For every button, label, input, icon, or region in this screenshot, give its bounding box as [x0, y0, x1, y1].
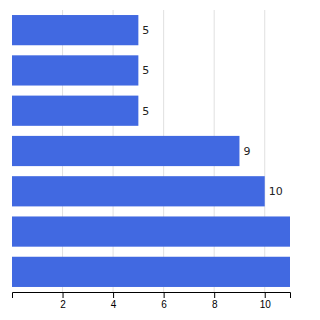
bar	[12, 55, 138, 85]
bar	[12, 136, 239, 166]
x-tick-label: 8	[212, 299, 218, 310]
data-label: 5	[142, 24, 149, 37]
x-tick-mark	[164, 292, 165, 298]
x-tick-label: 10	[260, 299, 272, 310]
x-tick: 10	[260, 292, 272, 310]
bar	[12, 96, 138, 126]
bar	[12, 15, 138, 45]
data-labels: 5 5 5 9 10	[142, 24, 282, 198]
data-label: 9	[243, 145, 250, 158]
bar	[12, 257, 290, 287]
bar	[12, 216, 290, 246]
grid-line	[264, 10, 265, 292]
chart-container: 2 4 6 8 10 5 5 5 9 10	[0, 0, 320, 320]
x-tick-mark	[63, 292, 64, 298]
x-tick-mark	[214, 292, 215, 298]
x-tick-label: 2	[60, 299, 66, 310]
data-label: 10	[269, 185, 283, 198]
data-label: 5	[142, 105, 149, 118]
x-axis-line	[13, 293, 291, 299]
x-tick-mark	[113, 292, 114, 298]
x-tick: 6	[161, 292, 167, 310]
x-tick-label: 4	[111, 299, 117, 310]
x-tick-mark	[265, 292, 266, 298]
x-axis: 2 4 6 8 10	[13, 292, 291, 310]
plot-area: 2 4 6 8 10 5 5 5 9 10	[12, 10, 291, 310]
bars	[12, 15, 290, 287]
x-tick: 2	[60, 292, 66, 310]
x-tick: 8	[212, 292, 218, 310]
chart-svg: 2 4 6 8 10 5 5 5 9 10	[0, 0, 320, 320]
data-label: 5	[142, 64, 149, 77]
bar	[12, 176, 265, 206]
x-tick: 4	[111, 292, 117, 310]
x-tick-label: 6	[161, 299, 167, 310]
